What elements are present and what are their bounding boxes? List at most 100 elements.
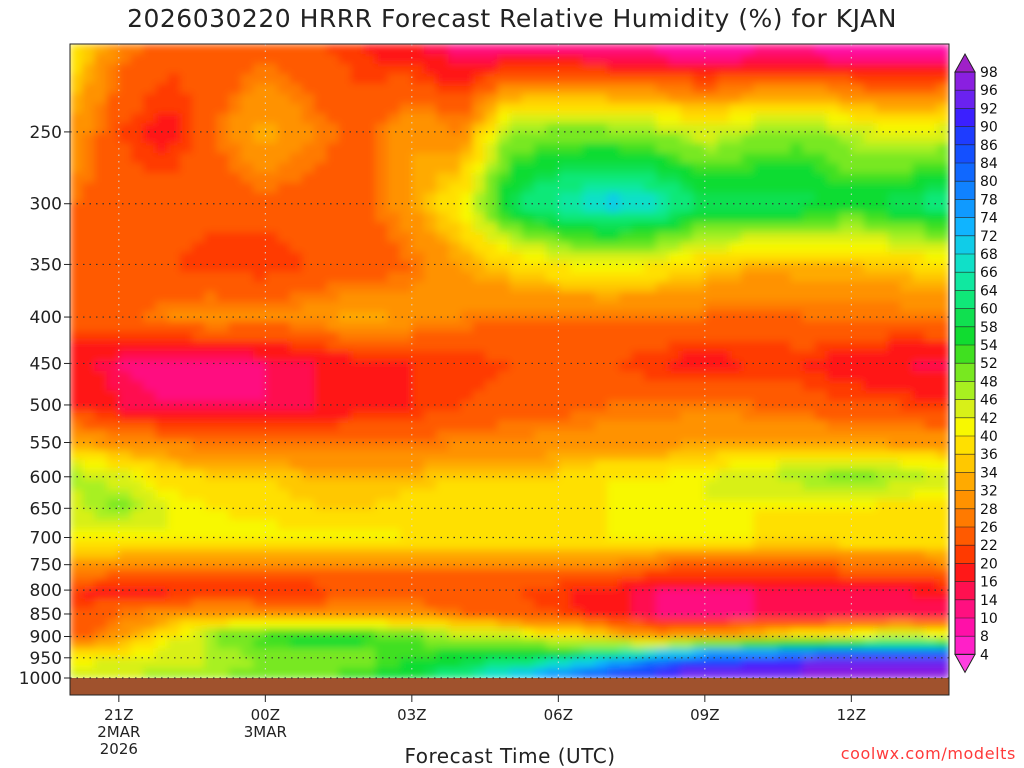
heatmap-cell <box>179 232 193 243</box>
heatmap-cell <box>729 53 743 65</box>
heatmap-cell <box>851 588 865 600</box>
heatmap-cell <box>485 578 499 590</box>
heatmap-cell <box>509 370 523 382</box>
heatmap-cell <box>594 113 608 125</box>
credit-link[interactable]: coolwx.com/modelts <box>840 744 1016 763</box>
heatmap-cell <box>839 658 853 669</box>
heatmap-cell <box>765 252 779 263</box>
heatmap-cell <box>472 341 486 352</box>
heatmap-cell <box>802 489 816 501</box>
heatmap-cell <box>607 44 621 55</box>
heatmap-cell <box>253 519 267 531</box>
heatmap-cell <box>509 212 523 224</box>
heatmap-cell <box>363 331 377 342</box>
heatmap-cell <box>887 123 901 134</box>
heatmap-cell <box>472 103 486 115</box>
heatmap-cell <box>814 133 828 144</box>
heatmap-cell <box>729 182 743 194</box>
heatmap-cell <box>656 321 670 333</box>
heatmap-cell <box>729 133 743 144</box>
heatmap-cell <box>363 202 377 214</box>
heatmap-cell <box>363 588 377 600</box>
heatmap-cell <box>82 450 96 461</box>
heatmap-cell <box>765 232 779 243</box>
heatmap-cell <box>289 53 303 65</box>
heatmap-cell <box>179 380 193 392</box>
heatmap-cell <box>619 63 633 75</box>
heatmap-cell <box>497 212 511 224</box>
heatmap-cell <box>582 143 596 154</box>
heatmap-cell <box>668 133 682 144</box>
heatmap-cell <box>680 351 694 362</box>
heatmap-cell <box>485 519 499 531</box>
heatmap-cell <box>607 598 621 610</box>
heatmap-cell <box>741 123 755 134</box>
heatmap-cell <box>253 638 267 650</box>
heatmap-cell <box>424 390 438 402</box>
heatmap-cell <box>326 63 340 75</box>
heatmap-cell <box>790 400 804 412</box>
heatmap-cell <box>143 588 157 600</box>
heatmap-cell <box>875 559 889 570</box>
colorbar-swatch <box>955 217 975 236</box>
heatmap-cell <box>106 390 120 402</box>
heatmap-cell <box>936 598 949 610</box>
heatmap-cell <box>350 271 364 283</box>
heatmap-cell <box>619 321 633 333</box>
heatmap-cell <box>436 499 450 511</box>
heatmap-cell <box>460 361 474 372</box>
heatmap-cell <box>741 668 755 678</box>
heatmap-cell <box>436 53 450 65</box>
heatmap-cell <box>826 648 840 659</box>
heatmap-cell <box>790 549 804 560</box>
heatmap-cell <box>912 420 926 432</box>
heatmap-cell <box>778 450 792 461</box>
heatmap-cell <box>94 44 108 55</box>
heatmap-cell <box>399 271 413 283</box>
heatmap-cell <box>240 301 254 313</box>
y-tick-label: 1000 <box>19 669 62 689</box>
heatmap-cell <box>546 281 560 293</box>
heatmap-cell <box>704 192 718 204</box>
heatmap-cell <box>485 351 499 362</box>
heatmap-cell <box>521 172 535 184</box>
heatmap-cell <box>778 152 792 164</box>
heatmap-cell <box>228 460 242 471</box>
heatmap-cell <box>729 311 743 323</box>
heatmap-cell <box>472 618 486 630</box>
heatmap-cell <box>924 410 938 422</box>
heatmap-cell <box>509 53 523 65</box>
heatmap-cell <box>582 232 596 243</box>
heatmap-cell <box>741 291 755 303</box>
heatmap-cell <box>143 578 157 590</box>
heatmap-cell <box>631 410 645 422</box>
heatmap-cell <box>143 123 157 134</box>
heatmap-cell <box>912 271 926 283</box>
heatmap-cell <box>851 430 865 442</box>
heatmap-cell <box>851 539 865 551</box>
heatmap-cell <box>314 73 328 85</box>
heatmap-cell <box>424 222 438 234</box>
heatmap-cell <box>485 44 499 55</box>
heatmap-cell <box>82 529 96 541</box>
heatmap-cell <box>729 420 743 432</box>
heatmap-cell <box>338 509 352 521</box>
heatmap-cell <box>692 83 706 95</box>
heatmap-cell <box>692 291 706 303</box>
heatmap-cell <box>900 380 914 392</box>
heatmap-cell <box>265 529 279 541</box>
heatmap-cell <box>399 370 413 382</box>
heatmap-cell <box>240 321 254 333</box>
heatmap-cell <box>106 152 120 164</box>
heatmap-cell <box>338 430 352 442</box>
heatmap-cell <box>692 489 706 501</box>
heatmap-cell <box>704 93 718 105</box>
heatmap-cell <box>619 271 633 283</box>
heatmap-cell <box>863 271 877 283</box>
heatmap-cell <box>448 489 462 501</box>
heatmap-cell <box>375 559 389 570</box>
heatmap-cell <box>546 83 560 95</box>
heatmap-cell <box>179 361 193 372</box>
heatmap-cell <box>668 341 682 352</box>
heatmap-cell <box>509 638 523 650</box>
